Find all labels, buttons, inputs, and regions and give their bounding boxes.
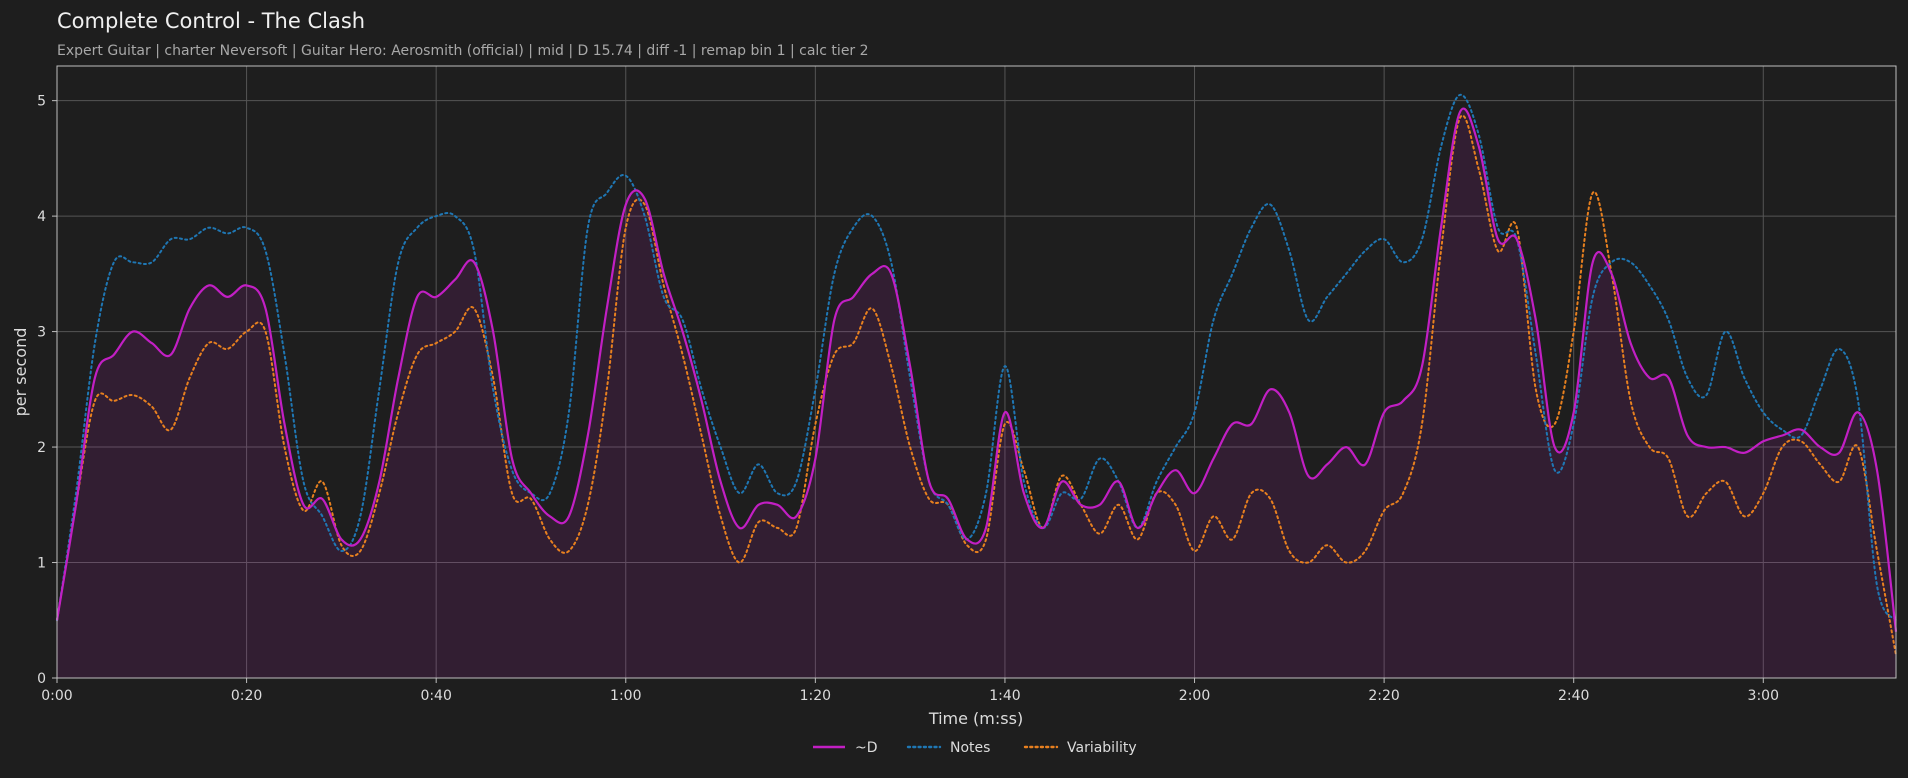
x-axis-label: Time (m:ss) [928, 709, 1023, 728]
x-tick-label: 2:40 [1558, 688, 1589, 704]
axis-ticks: 0:00 0:20 0:40 1:00 1:20 1:40 2:00 2:20 2:40 3:00… [37, 94, 1779, 704]
legend-label-2: Variability [1067, 740, 1137, 756]
y-tick-label: 4 [37, 209, 46, 225]
plot-area [57, 66, 1896, 678]
y-tick-label: 0 [37, 671, 46, 687]
x-tick-label: 3:00 [1748, 688, 1779, 704]
series-line-0 [55, 107, 1898, 632]
chart-subtitle: Expert Guitar | charter Neversoft | Guit… [57, 43, 869, 59]
x-tick-label: 0:20 [231, 688, 262, 704]
y-tick-label: 2 [37, 440, 46, 456]
x-tick-label: 0:40 [420, 688, 451, 704]
series-lines [55, 93, 1898, 656]
x-tick-label: 1:40 [989, 688, 1020, 704]
x-tick-label: 2:00 [1179, 688, 1210, 704]
y-tick-label: 1 [37, 556, 46, 572]
x-tick-label: 2:20 [1368, 688, 1399, 704]
plot-frame [56, 65, 1897, 679]
y-axis-label: per second [11, 328, 30, 417]
y-tick-label: 3 [37, 325, 46, 341]
x-tick-label: 0:00 [41, 688, 72, 704]
series-line-1 [56, 93, 1897, 622]
legend-label-0: ~D [855, 740, 878, 756]
x-tick-label: 1:20 [800, 688, 831, 704]
legend-label-1: Notes [950, 740, 990, 756]
series-area-0 [57, 108, 1896, 679]
area-fill-layer [57, 108, 1896, 679]
legend: ~D Notes Variability [813, 740, 1137, 756]
series-line-2 [56, 114, 1897, 656]
chart-title: Complete Control - The Clash [57, 9, 365, 33]
x-tick-label: 1:00 [610, 688, 641, 704]
y-tick-label: 5 [37, 94, 46, 110]
